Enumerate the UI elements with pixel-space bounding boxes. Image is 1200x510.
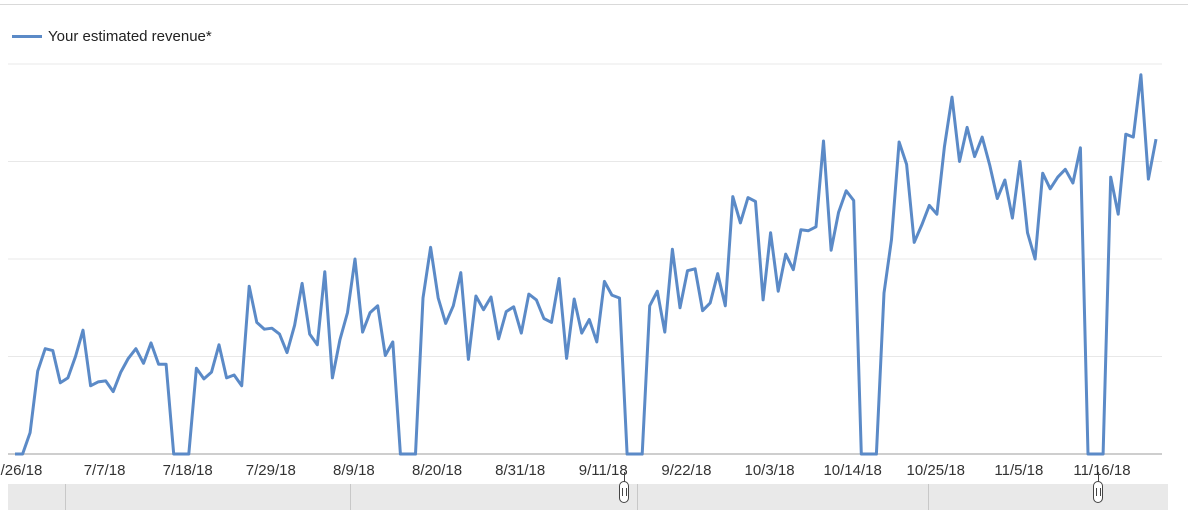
x-tick-label: 10/3/18 [744, 462, 794, 479]
scrubber-divider [350, 484, 351, 510]
x-tick-label: 11/5/18 [994, 462, 1043, 479]
x-tick-label: 9/22/18 [661, 462, 711, 479]
x-tick-label: 8/20/18 [412, 462, 462, 479]
x-tick-label: 8/9/18 [333, 462, 375, 479]
top-divider [0, 4, 1188, 5]
scrubber-divider [637, 484, 638, 510]
scrubber-divider [65, 484, 66, 510]
legend-label: Your estimated revenue* [48, 28, 212, 45]
x-tick-label: /26/18 [1, 462, 43, 479]
scrubber-handle-stem [1098, 472, 1099, 482]
x-tick-label: 10/25/18 [907, 462, 965, 479]
scrubber-start-handle[interactable] [619, 481, 629, 503]
legend-line-swatch [12, 35, 42, 38]
revenue-series-line[interactable] [15, 73, 1158, 456]
scrubber-divider [928, 484, 929, 510]
x-tick-label: 11/16/18 [1073, 462, 1130, 479]
revenue-line-chart[interactable]: /26/18 7/7/18 7/18/18 7/29/18 8/9/18 8/20/18 8… [0, 0, 1200, 484]
x-tick-label: 8/31/18 [495, 462, 545, 479]
chart-legend[interactable]: Your estimated revenue* [12, 28, 212, 45]
scrubber-end-handle[interactable] [1093, 481, 1103, 503]
x-tick-label: 7/7/18 [84, 462, 126, 479]
scrubber-handle-stem [624, 472, 625, 482]
x-tick-label: 10/14/18 [823, 462, 881, 479]
x-tick-label: 9/11/18 [579, 462, 628, 479]
timeline-scrubber[interactable] [8, 472, 1168, 510]
x-tick-label: 7/29/18 [246, 462, 296, 479]
x-tick-label: 7/18/18 [163, 462, 213, 479]
